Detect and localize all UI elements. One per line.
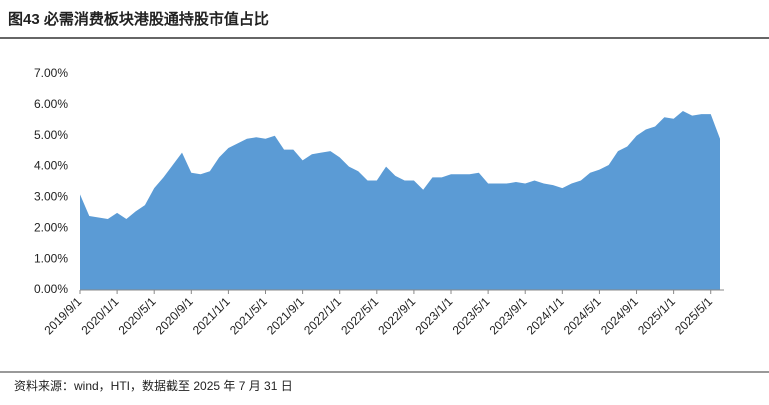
x-tick-label: 2019/9/1 [41,294,84,337]
x-tick-label: 2024/5/1 [561,294,604,337]
x-tick-label: 2021/1/1 [190,294,233,337]
x-tick-label: 2020/5/1 [116,294,159,337]
x-tick-label: 2022/5/1 [338,294,381,337]
x-tick-label: 2024/1/1 [524,294,567,337]
x-tick-label: 2024/9/1 [598,294,641,337]
y-tick-label: 0.00% [34,282,68,296]
area [80,111,720,291]
x-tick-label: 2023/9/1 [487,294,530,337]
y-tick-label: 3.00% [34,190,68,204]
x-tick-label: 2020/1/1 [79,294,122,337]
x-tick-label: 2021/5/1 [227,294,270,337]
y-tick-label: 6.00% [34,97,68,111]
x-tick-label: 2021/9/1 [264,294,307,337]
x-tick-label: 2025/1/1 [635,294,678,337]
x-tick-label: 2023/1/1 [412,294,455,337]
x-tick-label: 2022/1/1 [301,294,344,337]
x-tick-label: 2020/9/1 [153,294,196,337]
y-tick-label: 1.00% [34,251,68,265]
x-tick-label: 2023/5/1 [450,294,493,337]
x-tick-label: 2022/9/1 [375,294,418,337]
chart-title: 图43 必需消费板块港股通持股市值占比 [8,10,269,28]
y-tick-label: 2.00% [34,220,68,234]
y-tick-label: 4.00% [34,159,68,173]
y-tick-label: 7.00% [34,66,68,80]
y-tick-label: 5.00% [34,128,68,142]
x-tick-label: 2025/5/1 [672,294,715,337]
source-note: 资料来源：wind，HTI，数据截至 2025 年 7 月 31 日 [14,378,293,393]
